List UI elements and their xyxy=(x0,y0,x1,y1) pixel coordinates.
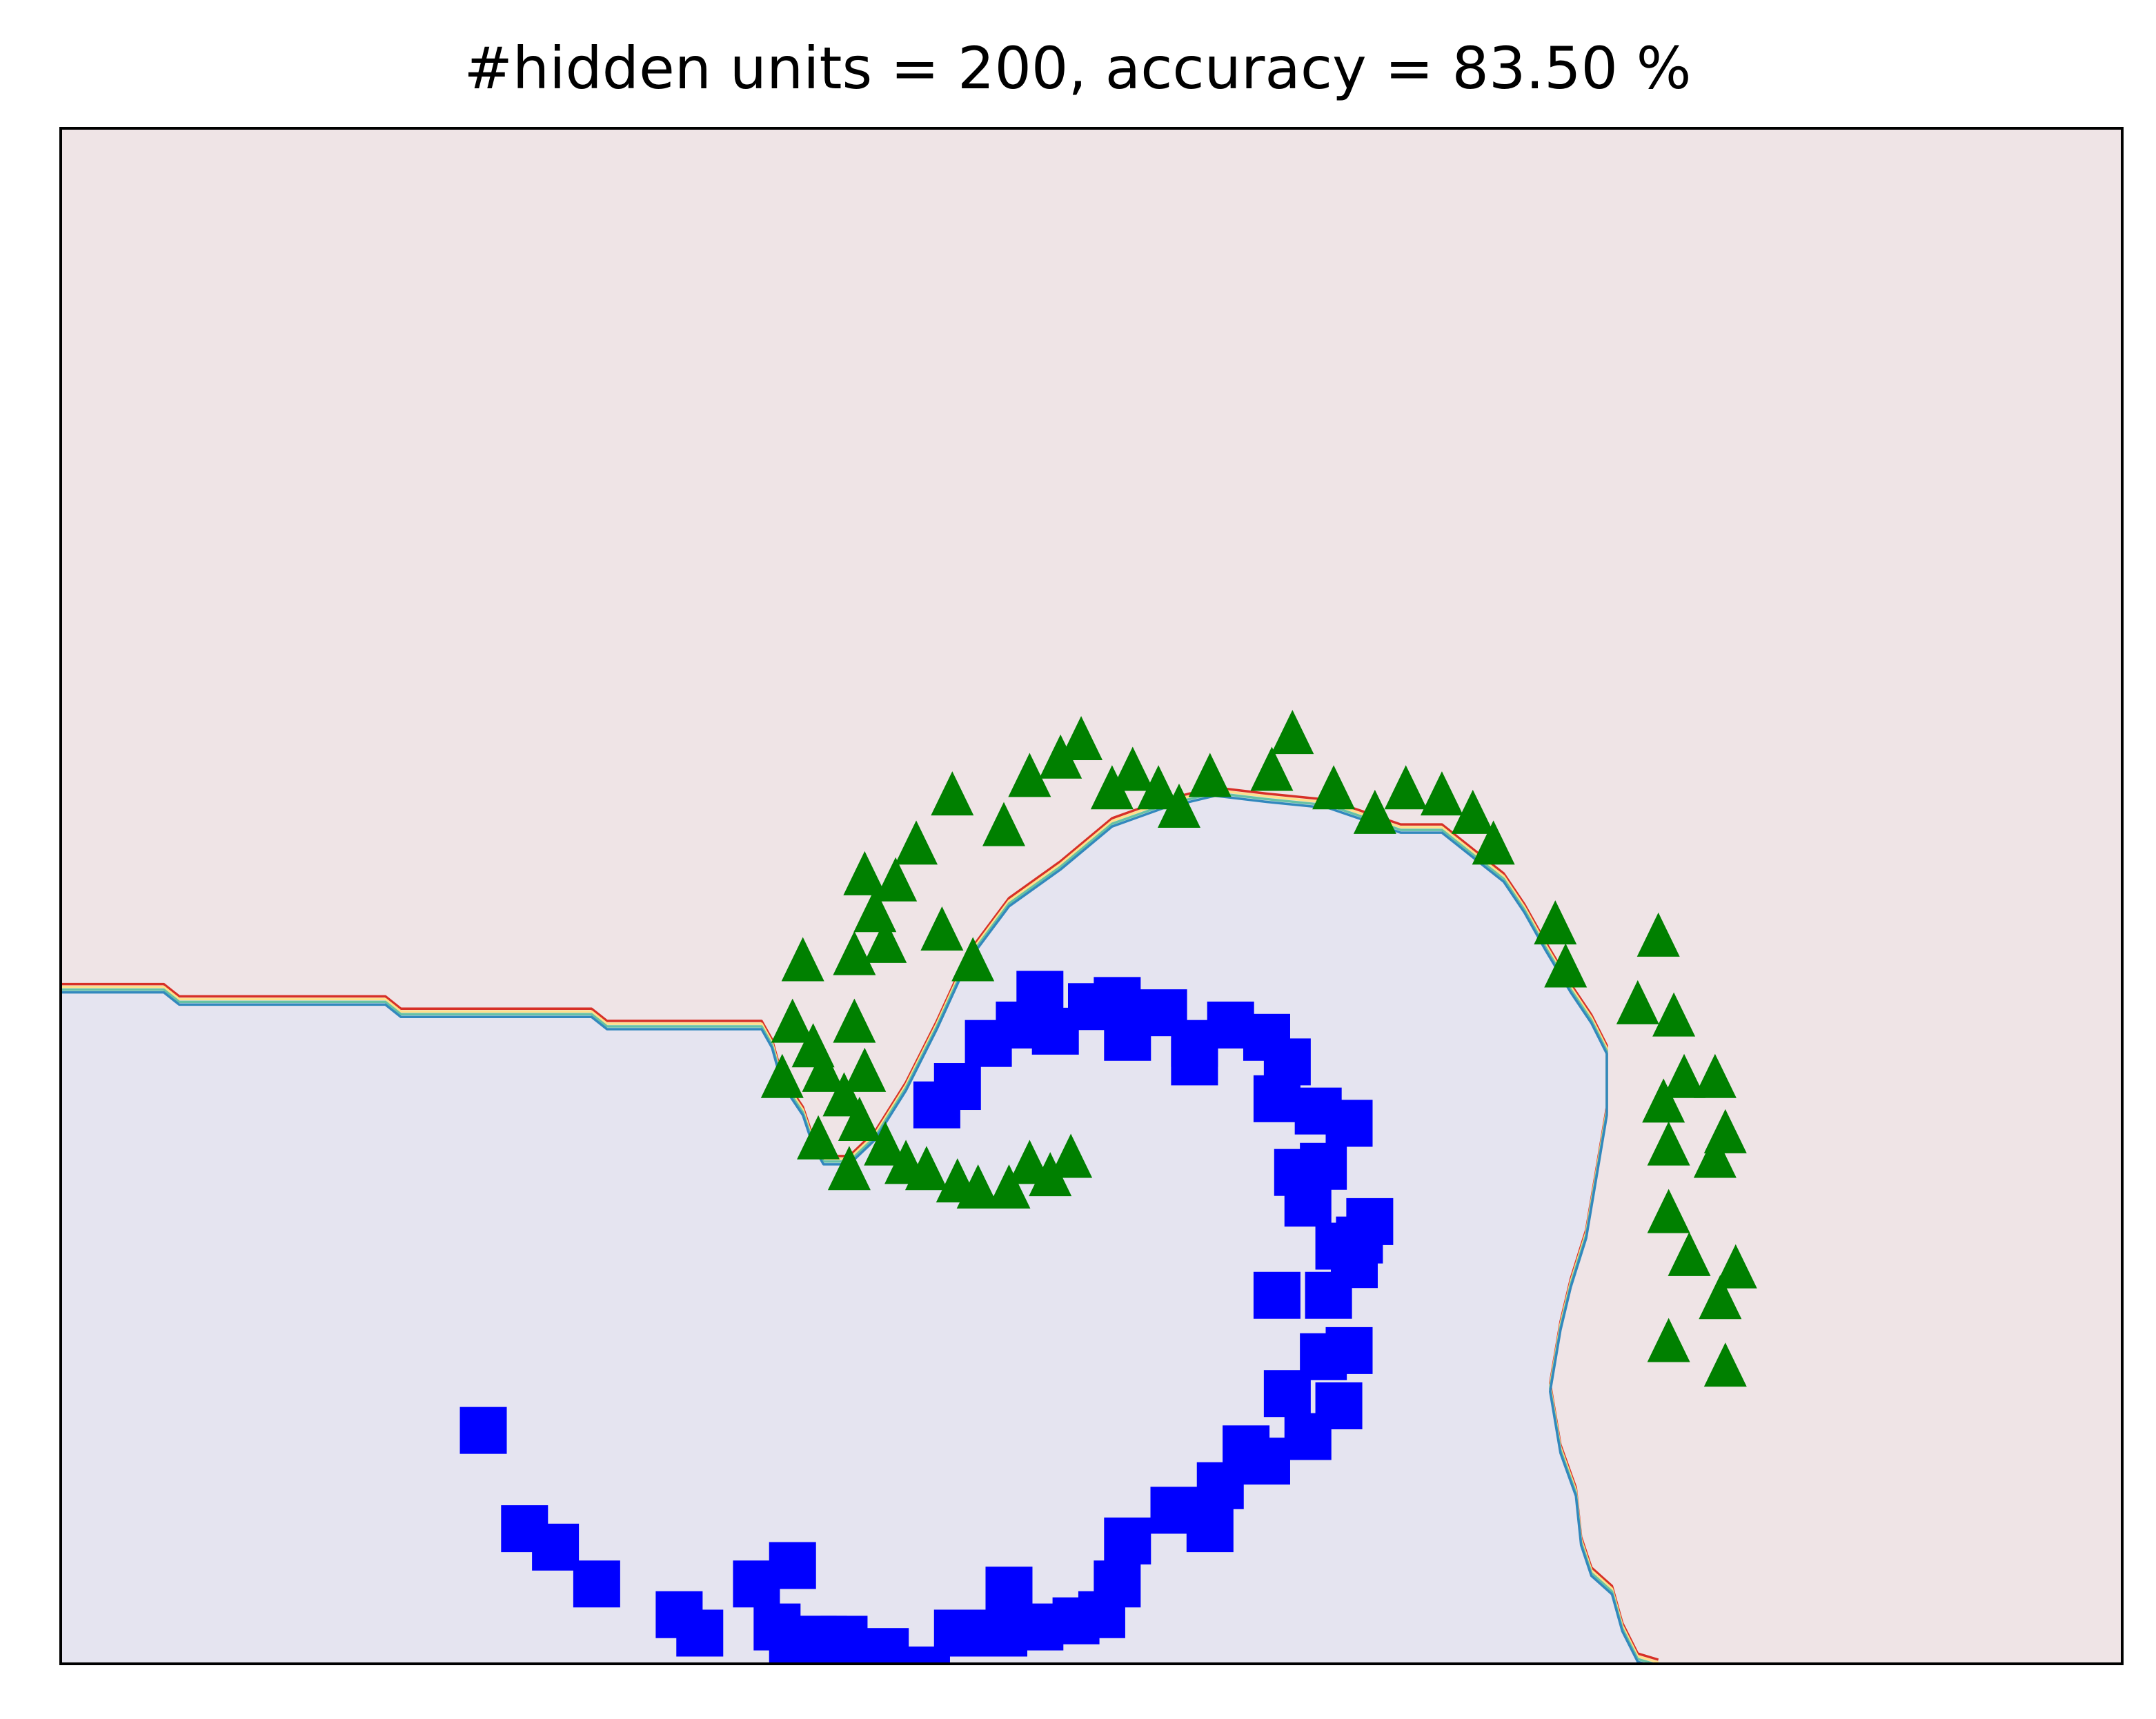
data-point-triangle xyxy=(827,1146,871,1191)
data-point-triangle xyxy=(1544,943,1588,988)
data-point-triangle xyxy=(982,802,1026,846)
data-point-triangle xyxy=(1157,783,1200,828)
data-point-square xyxy=(965,1020,1012,1067)
data-point-triangle xyxy=(822,1072,866,1117)
data-point-triangle xyxy=(1049,1133,1093,1178)
data-point-triangle xyxy=(1616,980,1659,1024)
data-point-triangle xyxy=(1353,789,1396,834)
data-point-square xyxy=(913,1081,960,1129)
data-point-square xyxy=(1325,1326,1373,1374)
data-point-triangle xyxy=(1384,765,1427,810)
data-point-triangle xyxy=(1060,716,1103,760)
data-point-triangle xyxy=(1647,1189,1690,1233)
data-point-square xyxy=(1253,1271,1300,1319)
data-point-triangle xyxy=(1039,734,1082,779)
data-point-triangle xyxy=(956,1164,1000,1209)
data-point-triangle xyxy=(874,857,918,902)
data-point-triangle xyxy=(1663,1053,1706,1098)
data-point-square xyxy=(1104,1517,1151,1564)
data-point-triangle xyxy=(838,1097,881,1142)
data-point-triangle xyxy=(951,937,995,982)
data-point-triangle xyxy=(931,771,974,816)
data-point-triangle xyxy=(1693,1133,1737,1178)
data-point-triangle xyxy=(1534,900,1577,945)
data-point-square xyxy=(1346,1198,1394,1245)
data-point-square xyxy=(1016,971,1064,1018)
data-point-triangle xyxy=(1714,1244,1757,1289)
data-point-square xyxy=(459,1407,507,1454)
chart-title: #hidden units = 200, accuracy = 83.50 % xyxy=(464,34,1691,102)
data-point-triangle xyxy=(797,1115,840,1160)
data-point-triangle xyxy=(1647,1318,1690,1362)
plot-frame xyxy=(59,127,2124,1665)
data-point-triangle xyxy=(843,1047,887,1092)
data-point-triangle xyxy=(1250,746,1294,791)
data-point-square xyxy=(676,1609,724,1657)
data-point-triangle xyxy=(1271,710,1314,755)
data-point-square xyxy=(800,1616,847,1663)
data-point-triangle xyxy=(781,937,824,982)
data-point-triangle xyxy=(1699,1275,1742,1320)
data-point-triangle xyxy=(1652,992,1696,1037)
data-point-square xyxy=(532,1523,580,1571)
data-point-square xyxy=(1094,1560,1141,1608)
data-point-triangle xyxy=(760,1053,804,1098)
data-point-triangle xyxy=(843,851,887,895)
data-point-triangle xyxy=(1420,771,1463,816)
data-point-square xyxy=(573,1560,620,1608)
data-point-triangle xyxy=(1642,1078,1685,1123)
data-point-triangle xyxy=(920,906,964,951)
data-point-triangle xyxy=(1312,765,1356,810)
data-point-square xyxy=(862,1628,909,1664)
data-point-square xyxy=(933,1609,981,1657)
data-point-square xyxy=(1284,1180,1332,1227)
data-point-triangle xyxy=(771,998,814,1043)
data-point-triangle xyxy=(1188,753,1232,797)
data-point-triangle xyxy=(833,931,876,975)
data-point-square xyxy=(1305,1271,1352,1319)
data-point-triangle xyxy=(1647,1121,1690,1166)
data-point-square xyxy=(1186,1505,1234,1553)
data-point-square xyxy=(1325,1100,1373,1147)
data-point-triangle xyxy=(884,1140,928,1184)
data-point-triangle xyxy=(987,1164,1031,1209)
data-point-triangle xyxy=(833,998,876,1043)
data-point-triangle xyxy=(1090,765,1134,810)
data-point-triangle xyxy=(1451,789,1494,834)
data-point-triangle xyxy=(1472,820,1515,865)
data-point-square xyxy=(1243,1438,1290,1485)
data-point-triangle xyxy=(1111,746,1154,791)
data-point-triangle xyxy=(1137,765,1180,810)
data-point-square xyxy=(1263,1038,1311,1086)
data-point-triangle xyxy=(1703,1342,1747,1387)
data-point-triangle xyxy=(864,1121,907,1166)
data-point-square xyxy=(769,1542,816,1589)
data-point-triangle xyxy=(864,918,907,963)
data-point-triangle xyxy=(1008,753,1051,797)
plot-area xyxy=(61,128,2122,1664)
data-point-triangle xyxy=(1029,1152,1072,1197)
data-point-triangle xyxy=(1636,912,1680,957)
data-point-triangle xyxy=(1693,1053,1737,1098)
data-point-square xyxy=(1094,977,1141,1024)
data-point-square xyxy=(1315,1382,1363,1430)
data-point-triangle xyxy=(1668,1231,1711,1276)
data-point-triangle xyxy=(895,820,938,865)
data-point-triangle xyxy=(802,1047,845,1092)
data-point-square xyxy=(1171,1038,1218,1086)
